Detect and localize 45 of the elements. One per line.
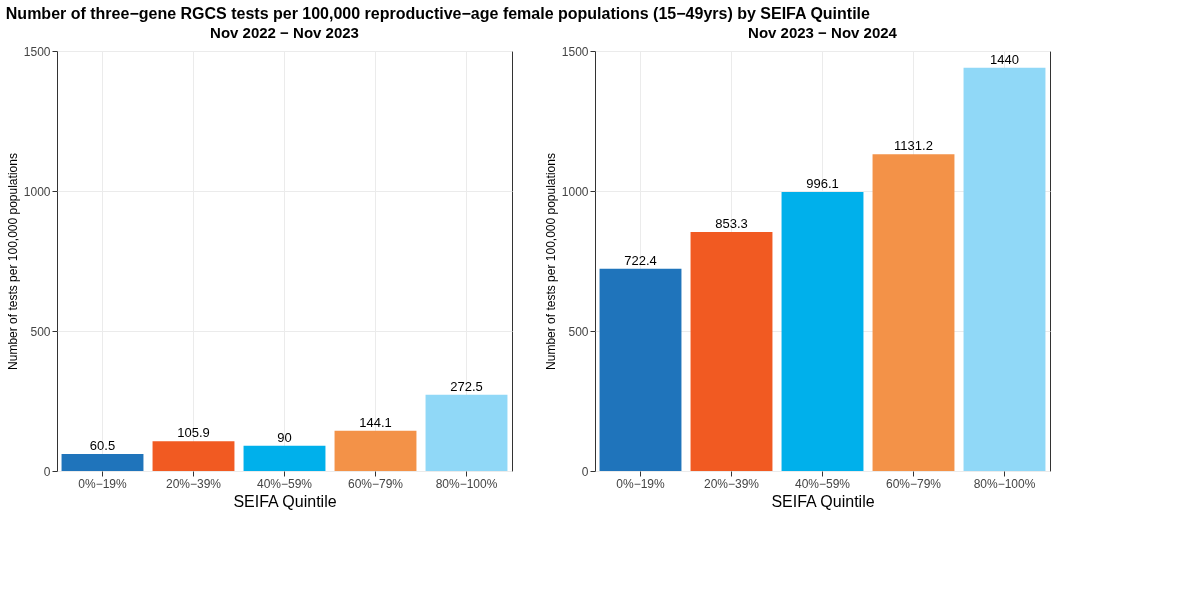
data-label: 996.1 [806,176,839,192]
y-tick-label: 500 [568,324,589,339]
x-tick-label: 0%−19% [616,476,666,491]
x-tick-label: 20%−39% [165,476,222,491]
data-label: 1131.2 [894,138,933,154]
x-tick-label: 40%−59% [256,476,313,491]
x-tick-label: 80%−100% [435,476,498,491]
bar [872,154,955,471]
bar [61,454,144,471]
data-label: 1440 [990,51,1019,67]
bar [425,394,508,471]
bar [599,268,682,471]
data-label: 90 [277,429,292,445]
y-tick-label: 500 [30,324,51,339]
x-axis-title: SEIFA Quintile [233,492,337,510]
y-axis-title: Number of tests per 100,000 populations [5,153,20,370]
chart-subtitle: Nov 2022 − Nov 2023 [210,24,359,41]
x-tick-label: 20%−39% [703,476,760,491]
y-tick-label: 1000 [561,184,589,199]
bar [963,67,1046,471]
y-tick-label: 0 [581,464,589,479]
bar [690,232,773,471]
y-axis-title: Number of tests per 100,000 populations [543,153,558,370]
y-tick-label: 0 [43,464,51,479]
data-label: 853.3 [715,216,748,232]
data-label: 272.5 [450,378,483,394]
x-tick-label: 40%−59% [794,476,851,491]
y-tick-label: 1000 [23,184,51,199]
bar [152,441,235,471]
chart-subtitle: Nov 2023 − Nov 2024 [748,24,898,41]
x-tick-label: 60%−79% [347,476,404,491]
y-tick-label: 1500 [23,44,51,59]
y-tick-label: 1500 [561,44,589,59]
x-axis-title: SEIFA Quintile [771,492,875,510]
bar [781,192,864,471]
bar [243,445,326,471]
bar [334,430,417,471]
x-tick-label: 80%−100% [973,476,1036,491]
data-label: 144.1 [359,414,392,430]
data-label: 722.4 [624,252,657,268]
chart-title: Number of three−gene RGCS tests per 100,000 reproductive−age female populations (15−49yrs) by SEIFA Quintile [5,4,871,22]
x-tick-label: 60%−79% [885,476,942,491]
data-label: 60.5 [89,438,116,454]
data-label: 105.9 [177,425,210,441]
x-tick-label: 0%−19% [78,476,128,491]
